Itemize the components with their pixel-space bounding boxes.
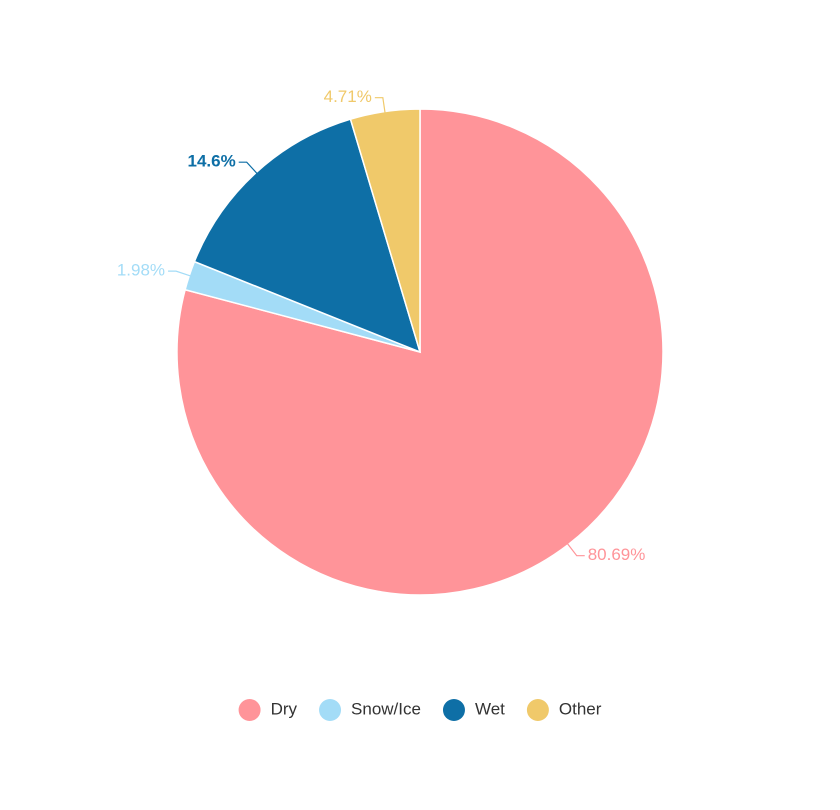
legend-label: Wet [475,699,505,718]
legend-label: Snow/Ice [351,699,421,718]
legend-label: Other [559,699,602,718]
legend-label: Dry [271,699,298,718]
data-label: 1.98% [117,261,165,280]
data-label: 14.6% [188,152,236,171]
data-label: 4.71% [324,87,372,106]
leader-line [566,542,585,557]
leader-line [238,161,258,175]
leader-line [374,97,386,114]
legend-marker [238,699,261,721]
legend-marker [526,699,549,721]
leader-line [168,270,192,277]
legend-marker [442,699,465,721]
legend-marker [319,699,342,721]
data-label: 80.69% [588,545,646,564]
